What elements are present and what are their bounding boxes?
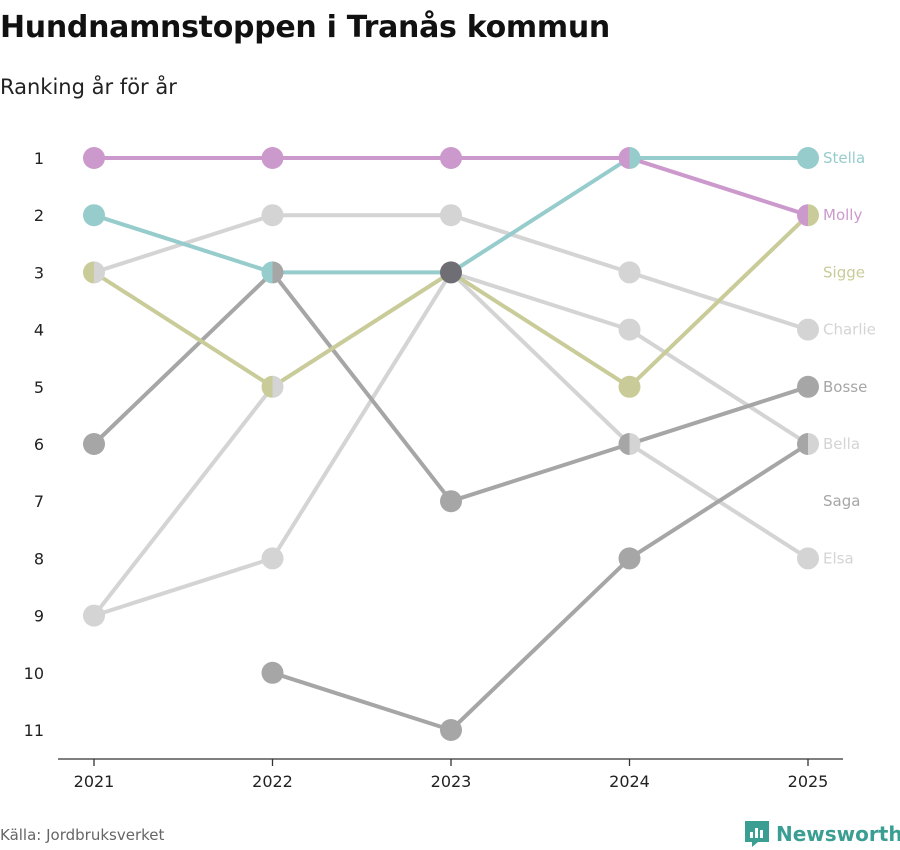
point-charlie [261,204,284,227]
brand-logo[interactable]: Newsworthy [744,820,900,848]
y-tick-label: 2 [34,206,44,225]
point-bella [618,318,641,341]
point-saga [797,375,819,398]
series-line-elsa [92,270,810,618]
point-charlie [797,318,819,341]
source-note: Källa: Jordbruksverket [0,826,165,844]
end-label-saga: Saga [823,492,860,510]
series-line-bella [92,270,810,618]
point-half-charlie [94,261,106,284]
point-half-saga [272,261,284,284]
point-molly [440,147,462,169]
x-tick-label: 2024 [609,772,650,791]
point-bosse [440,719,462,741]
x-tick-label: 2025 [788,772,829,791]
end-label-molly: Molly [823,206,862,224]
x-axis: 2021 2022 2023 2024 2025 [58,758,843,791]
chart-title: Hundnamnstoppen i Tranås kommun [0,10,610,45]
end-label-sigge: Sigge [823,263,865,281]
point-half-molly [618,147,630,169]
newsworthy-logo-icon [745,821,769,847]
series-lines [92,156,810,732]
y-tick-label: 4 [34,321,44,340]
y-tick-label: 3 [34,263,44,282]
point-stella [797,147,819,169]
point-molly [261,147,284,169]
point-half-bella [272,375,284,398]
brand-name: Newsworthy [776,822,900,846]
end-label-bosse: Bosse [823,378,867,396]
point-half-bosse [797,433,808,455]
end-label-bella: Bella [823,435,860,453]
series-line-saga [92,270,810,504]
point-saga [440,490,462,513]
y-tick-label: 9 [34,607,44,626]
y-tick-label: 10 [24,664,44,683]
point-sigge [618,375,641,398]
x-tick-label: 2023 [431,772,472,791]
point-half-bella [83,604,94,627]
end-label-elsa: Elsa [823,549,854,567]
y-tick-label: 6 [34,435,44,454]
point-half-sigge [808,204,819,227]
point-saga [83,433,105,455]
point-half-saga [618,433,630,455]
chart-subtitle: Ranking år för år [0,75,177,99]
series-points [83,147,819,741]
series-end-labels: Stella Molly Sigge Charlie Bosse Bella Saga Els… [823,149,876,567]
x-tick-label: 2021 [74,772,115,791]
y-tick-label: 7 [34,492,44,511]
point-half-elsa [629,433,641,455]
y-tick-label: 5 [34,378,44,397]
point-bosse [618,547,641,570]
point-charlie [440,204,462,227]
point-half-stella [629,147,641,169]
y-tick-label: 11 [24,721,44,740]
point-half-bella [808,433,819,455]
point-elsa [261,547,284,570]
end-label-stella: Stella [823,149,865,167]
point-half-sigge [83,261,94,284]
x-tick-label: 2022 [252,772,293,791]
series-line-bosse [270,442,810,732]
point-half-molly [797,204,808,227]
point-elsa [797,547,819,570]
point-bosse [261,661,284,684]
y-tick-label: 1 [34,149,44,168]
point-stella [83,204,105,227]
point-molly [83,147,105,169]
y-tick-label: 8 [34,549,44,568]
point-half-elsa [94,604,106,627]
series-line-sigge [92,213,810,389]
point-charlie [618,261,641,284]
point-half-stella [261,261,273,284]
point-half-sigge [261,375,273,398]
point-shared-elsa-bella-sigge-stella [440,261,462,284]
y-axis-ticks: 1 2 3 4 5 6 7 8 9 10 11 [24,149,44,740]
end-label-charlie: Charlie [823,321,876,339]
